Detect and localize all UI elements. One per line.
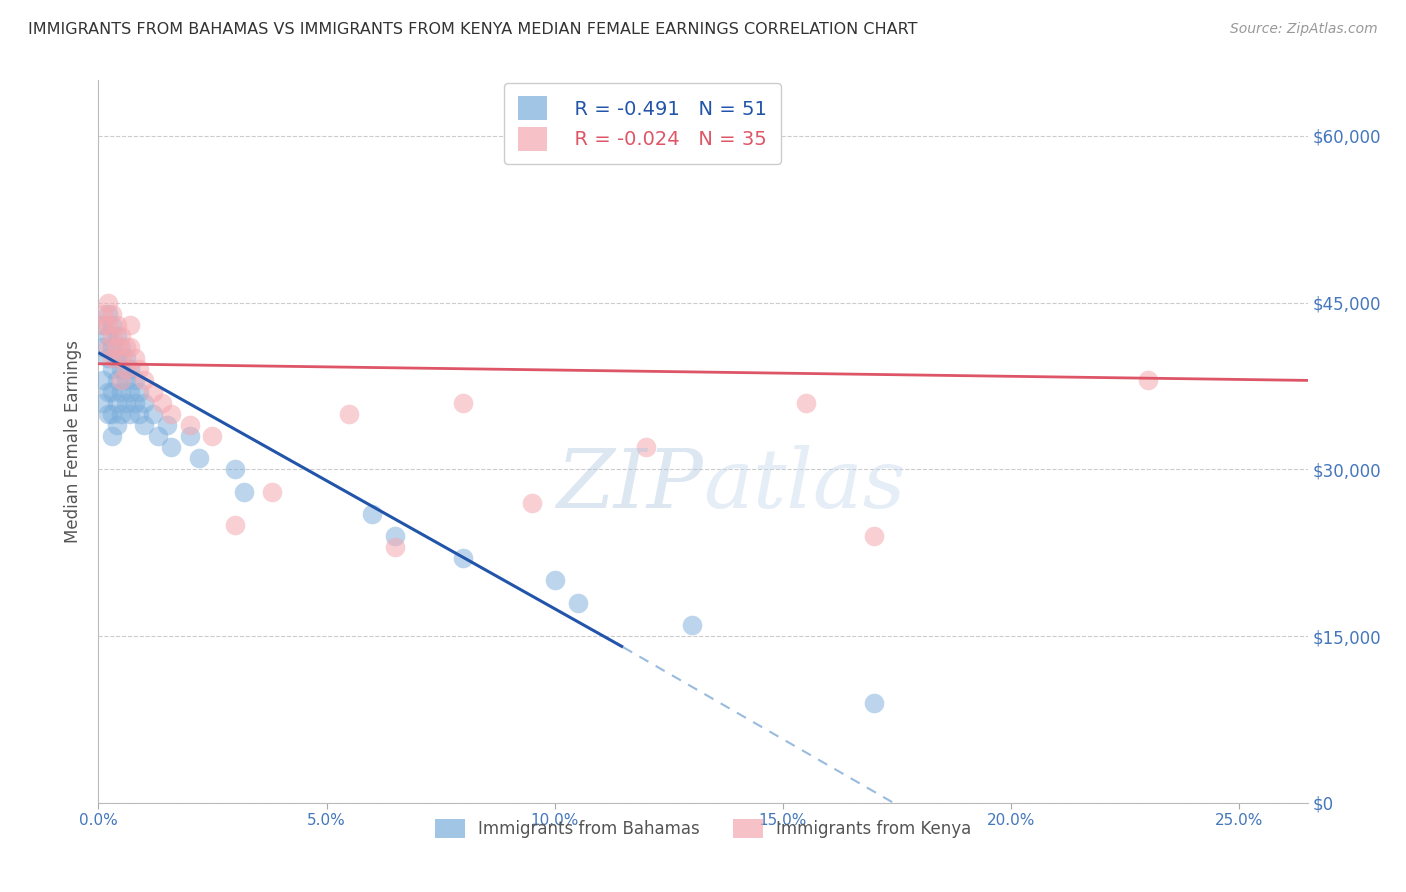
Point <box>187 451 209 466</box>
Point <box>101 362 124 376</box>
Point <box>96 351 118 366</box>
Legend: Immigrants from Bahamas, Immigrants from Kenya: Immigrants from Bahamas, Immigrants from… <box>427 813 979 845</box>
Point <box>114 395 136 409</box>
Point <box>91 373 114 387</box>
Point <box>96 329 118 343</box>
Point <box>110 373 132 387</box>
Point <box>863 529 886 543</box>
Text: IMMIGRANTS FROM BAHAMAS VS IMMIGRANTS FROM KENYA MEDIAN FEMALE EARNINGS CORRELAT: IMMIGRANTS FROM BAHAMAS VS IMMIGRANTS FR… <box>28 22 918 37</box>
Point <box>146 429 169 443</box>
Point <box>105 340 128 354</box>
Point <box>224 517 246 532</box>
Point <box>114 373 136 387</box>
Point <box>101 351 124 366</box>
Point <box>120 407 142 421</box>
Point <box>179 417 201 432</box>
Point <box>101 407 124 421</box>
Point <box>453 395 475 409</box>
Point <box>128 384 150 399</box>
Point <box>110 384 132 399</box>
Point <box>453 551 475 566</box>
Point <box>156 417 179 432</box>
Point <box>233 484 256 499</box>
Point <box>96 295 118 310</box>
Point <box>384 540 406 554</box>
Point <box>105 417 128 432</box>
Point <box>91 318 114 332</box>
Point <box>132 417 155 432</box>
Point <box>128 407 150 421</box>
Point <box>91 340 114 354</box>
Point <box>105 329 128 343</box>
Point <box>260 484 283 499</box>
Point <box>384 529 406 543</box>
Point <box>101 340 124 354</box>
Text: ZIP: ZIP <box>557 445 703 524</box>
Point <box>96 407 118 421</box>
Point <box>179 429 201 443</box>
Point <box>337 407 360 421</box>
Point <box>105 351 128 366</box>
Point <box>105 395 128 409</box>
Point <box>110 340 132 354</box>
Point <box>101 384 124 399</box>
Point <box>101 329 124 343</box>
Point <box>101 307 124 321</box>
Point <box>91 395 114 409</box>
Point <box>150 395 173 409</box>
Point <box>520 496 543 510</box>
Y-axis label: Median Female Earnings: Median Female Earnings <box>65 340 83 543</box>
Point <box>124 395 146 409</box>
Point <box>634 440 657 454</box>
Point <box>120 340 142 354</box>
Point <box>96 384 118 399</box>
Point <box>124 373 146 387</box>
Point <box>361 507 384 521</box>
Point <box>110 351 132 366</box>
Point <box>128 362 150 376</box>
Point <box>142 384 165 399</box>
Point <box>91 318 114 332</box>
Point <box>120 384 142 399</box>
Point <box>105 318 128 332</box>
Point <box>124 351 146 366</box>
Point <box>114 362 136 376</box>
Point <box>120 362 142 376</box>
Point <box>224 462 246 476</box>
Point <box>110 329 132 343</box>
Point <box>96 307 118 321</box>
Point <box>1136 373 1159 387</box>
Point <box>794 395 817 409</box>
Point <box>110 407 132 421</box>
Text: atlas: atlas <box>703 445 905 524</box>
Point <box>567 596 589 610</box>
Point <box>114 351 136 366</box>
Point <box>863 696 886 710</box>
Point <box>142 407 165 421</box>
Point <box>96 340 118 354</box>
Point <box>160 440 183 454</box>
Point <box>160 407 183 421</box>
Text: Source: ZipAtlas.com: Source: ZipAtlas.com <box>1230 22 1378 37</box>
Point <box>101 318 124 332</box>
Point <box>105 373 128 387</box>
Point <box>681 618 703 632</box>
Point <box>544 574 567 588</box>
Point <box>96 318 118 332</box>
Point <box>201 429 224 443</box>
Point <box>101 429 124 443</box>
Point <box>91 307 114 321</box>
Point <box>114 340 136 354</box>
Point <box>132 395 155 409</box>
Point <box>110 362 132 376</box>
Point <box>120 318 142 332</box>
Point <box>132 373 155 387</box>
